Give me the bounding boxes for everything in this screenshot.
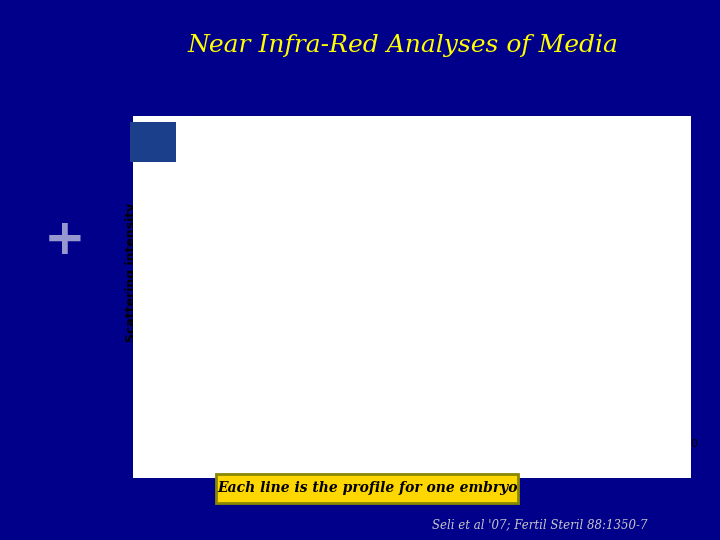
X-axis label: Wavelength (nm): Wavelength (nm)	[380, 455, 502, 468]
Text: Each line is the profile for one embryo: Each line is the profile for one embryo	[217, 482, 518, 495]
Text: +: +	[44, 217, 86, 264]
Y-axis label: Scattering intensity: Scattering intensity	[125, 203, 138, 342]
Text: Seli et al '07; Fertil Steril 88:1350-7: Seli et al '07; Fertil Steril 88:1350-7	[432, 518, 648, 531]
Text: Near Infra-Red Analyses of Media: Near Infra-Red Analyses of Media	[188, 35, 618, 57]
